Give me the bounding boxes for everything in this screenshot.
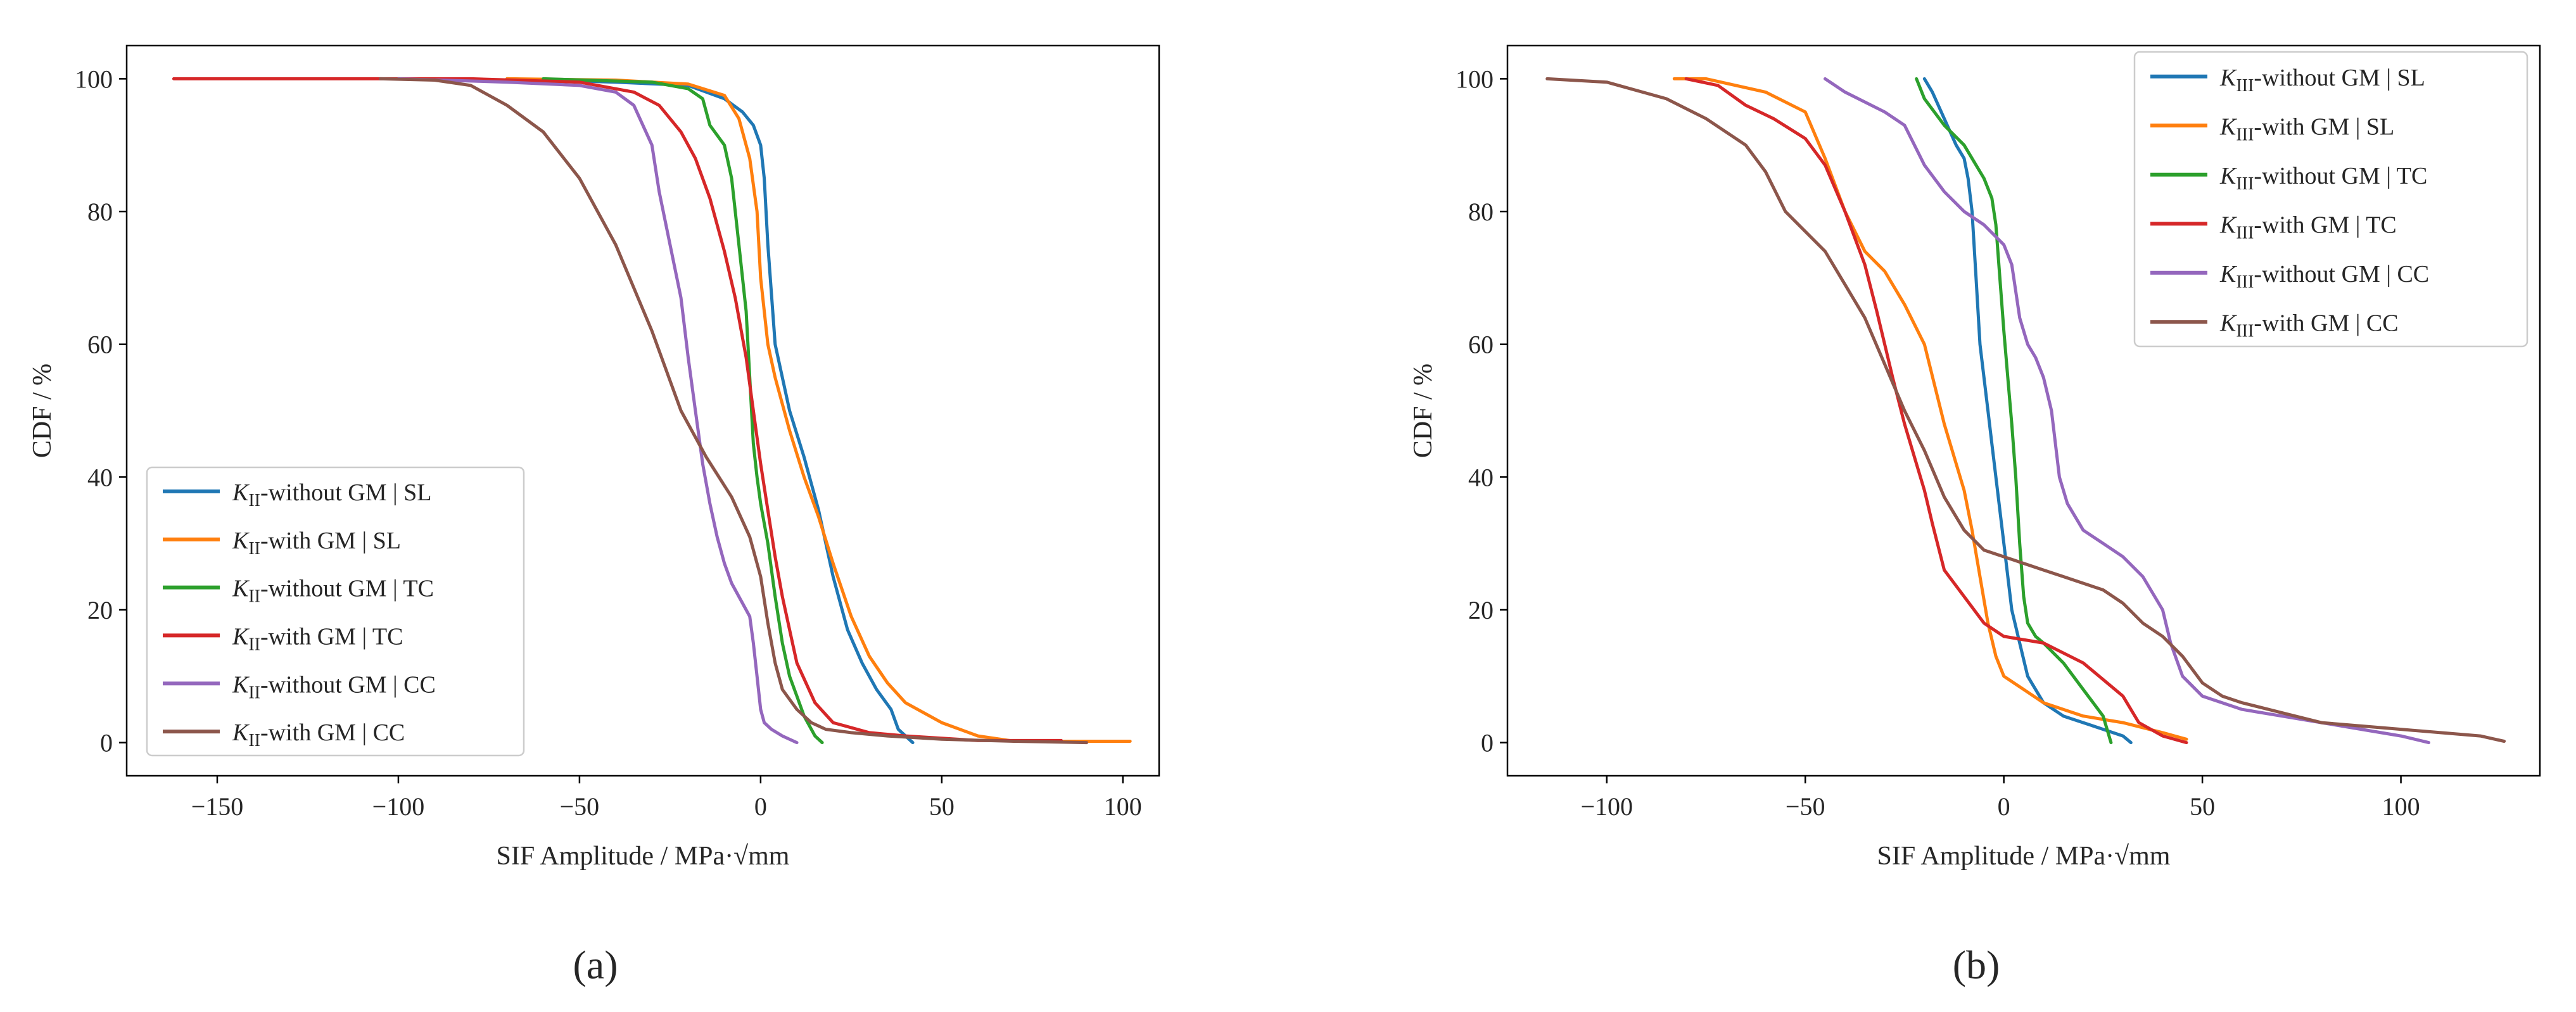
y-tick-label: 20 xyxy=(87,596,113,624)
y-tick-label: 100 xyxy=(75,65,113,93)
series-line xyxy=(1824,77,2430,745)
y-tick-label: 40 xyxy=(1468,463,1494,491)
x-tick-label: 50 xyxy=(929,792,955,821)
y-tick-label: 20 xyxy=(1468,596,1494,624)
x-tick-label: −50 xyxy=(560,792,600,821)
caption-a: (a) xyxy=(573,942,618,987)
x-tick-label: −100 xyxy=(372,792,425,821)
panel-a-chart: −150 −100 −50 0 50 100 0 20 40 60 80 100 SIF Amplitu… xyxy=(28,44,1160,871)
legend-label: KIII-without GM | CC xyxy=(2219,261,2429,292)
series-line xyxy=(1915,77,2113,745)
x-axis-label: SIF Amplitude / MPa·√mm xyxy=(1877,842,2171,871)
legend-label: KII-with GM | TC xyxy=(232,623,403,654)
x-tick-label: 0 xyxy=(754,792,767,821)
legend-box xyxy=(2133,51,2528,348)
x-tick-label: 100 xyxy=(1104,792,1142,821)
series-line xyxy=(172,77,1063,742)
legend-label: KII-without GM | CC xyxy=(232,671,436,702)
plot-frame xyxy=(125,44,1160,777)
y-axis-label: CDF / % xyxy=(28,364,57,458)
legend-box xyxy=(146,466,525,757)
series-line xyxy=(505,77,915,745)
legend-label: KII-with GM | CC xyxy=(232,719,405,750)
x-tick-label: −50 xyxy=(1786,792,1825,821)
series-line xyxy=(542,77,824,745)
y-tick-label: 60 xyxy=(87,331,113,359)
x-tick-label: 0 xyxy=(1998,792,2010,821)
legend-label: KII-with GM | SL xyxy=(232,528,401,559)
series-line xyxy=(1545,77,2506,743)
y-tick-label: 60 xyxy=(1468,331,1494,359)
x-tick-label: 100 xyxy=(2382,792,2420,821)
legend-label: KIII-without GM | TC xyxy=(2219,163,2427,194)
series-line xyxy=(505,77,1132,743)
panel-b-chart: −100 −50 0 50 100 0 20 40 60 80 100 SIF Amplitude /… xyxy=(1409,44,2541,871)
x-tick-label: −150 xyxy=(191,792,244,821)
legend-label: KIII-with GM | TC xyxy=(2219,212,2397,243)
y-tick-label: 0 xyxy=(100,729,113,757)
x-tick-label: −100 xyxy=(1580,792,1633,821)
x-axis-label: SIF Amplitude / MPa·√mm xyxy=(497,842,790,871)
legend-label: KIII-with GM | CC xyxy=(2219,310,2399,341)
legend-label: KIII-with GM | SL xyxy=(2219,113,2394,144)
series-line xyxy=(1922,77,2133,745)
y-tick-label: 100 xyxy=(1456,65,1494,93)
y-tick-label: 80 xyxy=(1468,198,1494,226)
caption-b: (b) xyxy=(1953,942,2000,987)
series-line xyxy=(378,77,1089,745)
series-line xyxy=(1672,77,2188,741)
y-tick-label: 0 xyxy=(1481,729,1494,757)
x-tick-label: 50 xyxy=(2190,792,2215,821)
y-axis-label: CDF / % xyxy=(1409,364,1438,458)
y-tick-label: 80 xyxy=(87,198,113,226)
plot-frame xyxy=(1506,44,2541,777)
series-line xyxy=(1684,77,2188,745)
legend-label: KII-without GM | SL xyxy=(232,479,431,510)
legend-label: KII-without GM | TC xyxy=(232,576,434,607)
series-line xyxy=(397,77,799,745)
y-tick-label: 40 xyxy=(87,463,113,491)
legend-label: KIII-without GM | SL xyxy=(2219,65,2425,96)
